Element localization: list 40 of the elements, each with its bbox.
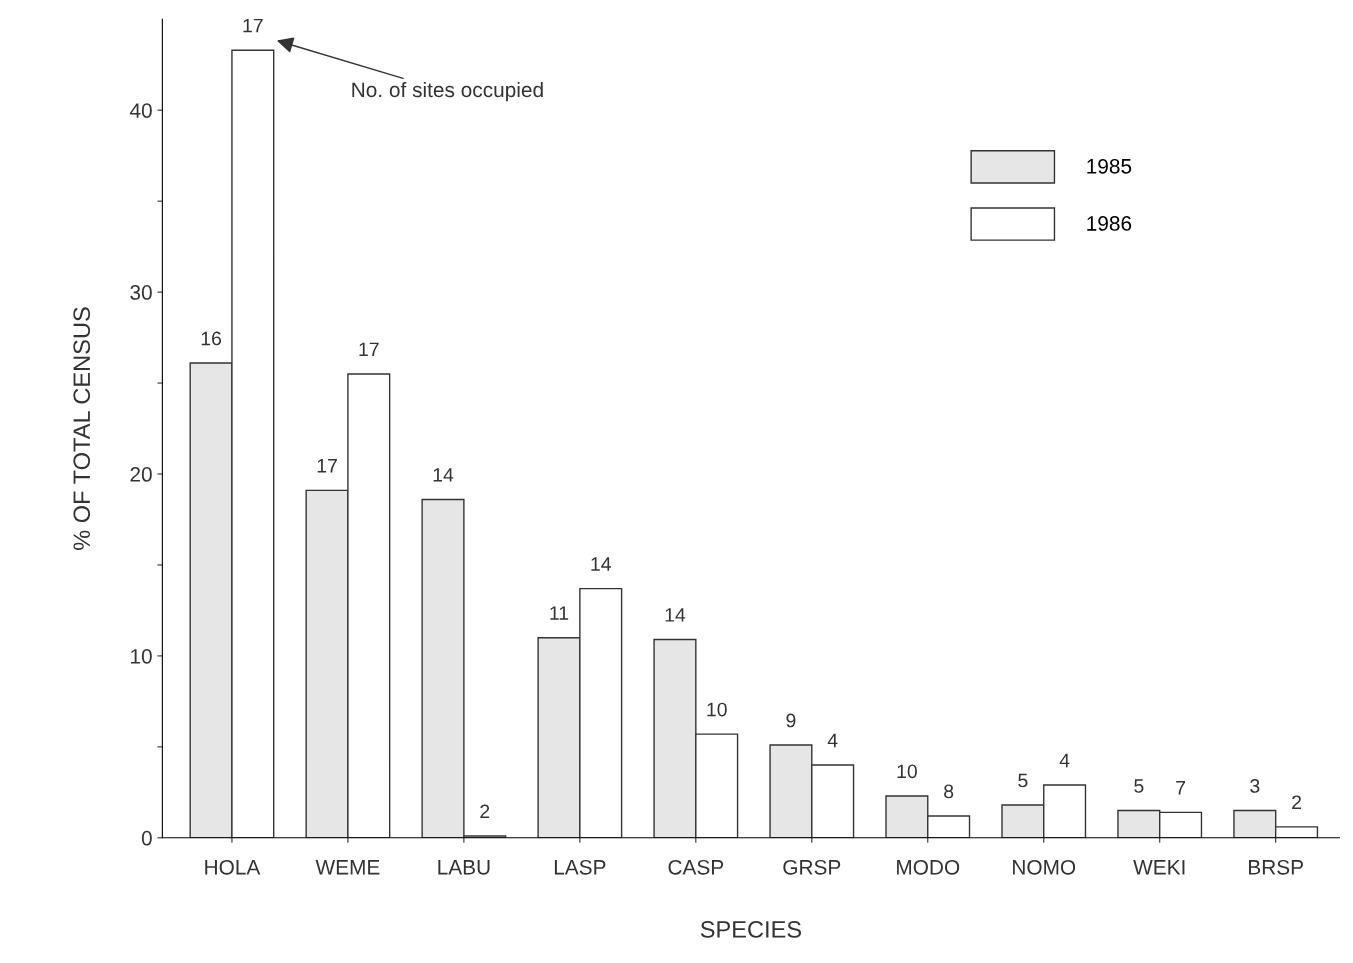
x-tick-label: WEME: [315, 860, 380, 875]
annotation: 2: [1292, 795, 1301, 809]
legend-label: 1986: [1087, 216, 1132, 231]
x-tick-label: CASP: [668, 859, 724, 875]
x-tick-label: NOMO: [1013, 859, 1076, 875]
annotation: 17: [317, 459, 337, 473]
y-tick-label: 30: [130, 285, 152, 300]
x-tick-label: MODO: [897, 859, 960, 875]
annotation: No. of sites occupied: [352, 81, 543, 102]
annotation: 10: [897, 764, 917, 779]
x-tick-label: BRSP: [1249, 859, 1303, 875]
x-tick-label: GRSP: [783, 859, 841, 875]
annotation: 11: [550, 606, 569, 620]
x-tick-label: LASP: [554, 859, 606, 875]
annotation: 9: [786, 713, 796, 728]
annotation: 17: [243, 18, 263, 33]
annotation: 4: [827, 733, 838, 748]
annotation: 16: [201, 331, 222, 346]
y-tick-label: 10: [131, 648, 152, 664]
annotation: 8: [944, 784, 954, 799]
y-tick-label: 20: [130, 467, 152, 482]
y-tick-label: 40: [129, 103, 152, 118]
y-axis-title: % OF TOTAL CENSUS: [73, 307, 91, 550]
annotation: 14: [665, 608, 686, 622]
y-tick-label: 0: [141, 830, 152, 846]
annotation: 5: [1018, 773, 1028, 788]
x-tick-label: HOLA: [205, 859, 261, 875]
annotation: 7: [1176, 781, 1186, 795]
annotation: 5: [1134, 779, 1144, 793]
annotation: 4: [1059, 753, 1070, 768]
annotation: 3: [1250, 779, 1260, 793]
legend-label: 1985: [1087, 158, 1132, 174]
annotation: 10: [707, 702, 727, 717]
annotation: 14: [591, 557, 611, 571]
x-axis-title: SPECIES: [700, 921, 802, 938]
annotation: 2: [480, 804, 490, 819]
annotation: 14: [433, 468, 454, 482]
x-tick-label: LABU: [438, 860, 490, 875]
annotation: 17: [359, 342, 379, 357]
x-tick-label: WEKI: [1133, 860, 1185, 875]
